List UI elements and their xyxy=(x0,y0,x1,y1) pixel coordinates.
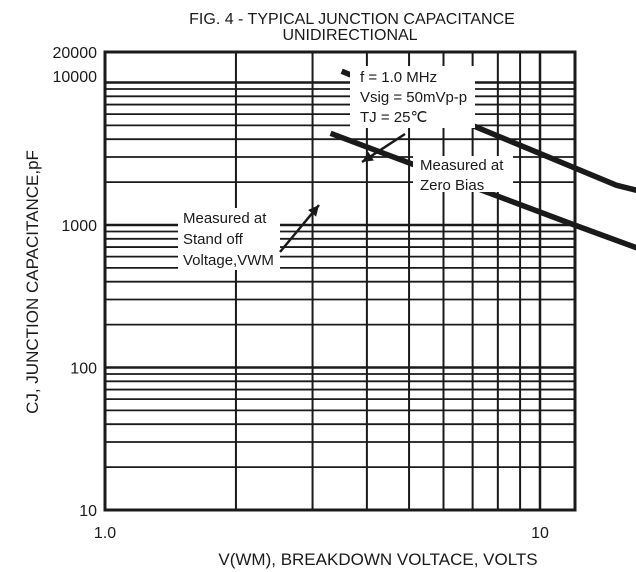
series-line-zero_bias xyxy=(340,68,636,193)
y-tick-label: 10 xyxy=(79,503,97,520)
y-tick-label: 100 xyxy=(70,361,97,378)
standoff-label: Measured at xyxy=(183,210,267,227)
chart-subtitle: UNIDIRECTIONAL xyxy=(282,27,417,44)
tick-labels: 1.0101002001010010001000020000 xyxy=(53,45,550,542)
plot-frame xyxy=(103,50,577,512)
standoff-label: Stand off xyxy=(183,231,244,248)
chart-title: FIG. 4 - TYPICAL JUNCTION CAPACITANCE xyxy=(189,11,515,28)
y-axis-label: CJ, JUNCTION CAPACITANCE,pF xyxy=(23,150,42,414)
y-tick-label: 20000 xyxy=(53,45,98,62)
y-tick-label: 1000 xyxy=(61,218,97,235)
zero-bias-arrow-head xyxy=(362,151,374,162)
standoff-box xyxy=(178,208,280,270)
annotations: f = 1.0 MHz Vsig = 50mVp-p TJ = 25℃ Measure… xyxy=(178,66,513,270)
conditions-box xyxy=(350,66,475,128)
standoff-arrow-head xyxy=(308,205,319,217)
x-tick-label: 10 xyxy=(531,525,549,542)
x-tick-label: 1.0 xyxy=(94,525,116,542)
x-axis-label: V(WM), BREAKDOWN VOLTACE, VOLTS xyxy=(218,550,537,569)
zero-bias-label: Zero Bias xyxy=(420,177,484,194)
standoff-label: Voltage,VWM xyxy=(183,252,274,269)
y-tick-label: 10000 xyxy=(53,69,98,86)
conditions-label: Vsig = 50mVp-p xyxy=(360,89,467,106)
zero-bias-box xyxy=(413,156,513,192)
conditions-label: TJ = 25℃ xyxy=(360,109,427,126)
conditions-label: f = 1.0 MHz xyxy=(360,69,437,86)
zero-bias-label: Measured at xyxy=(420,157,504,174)
